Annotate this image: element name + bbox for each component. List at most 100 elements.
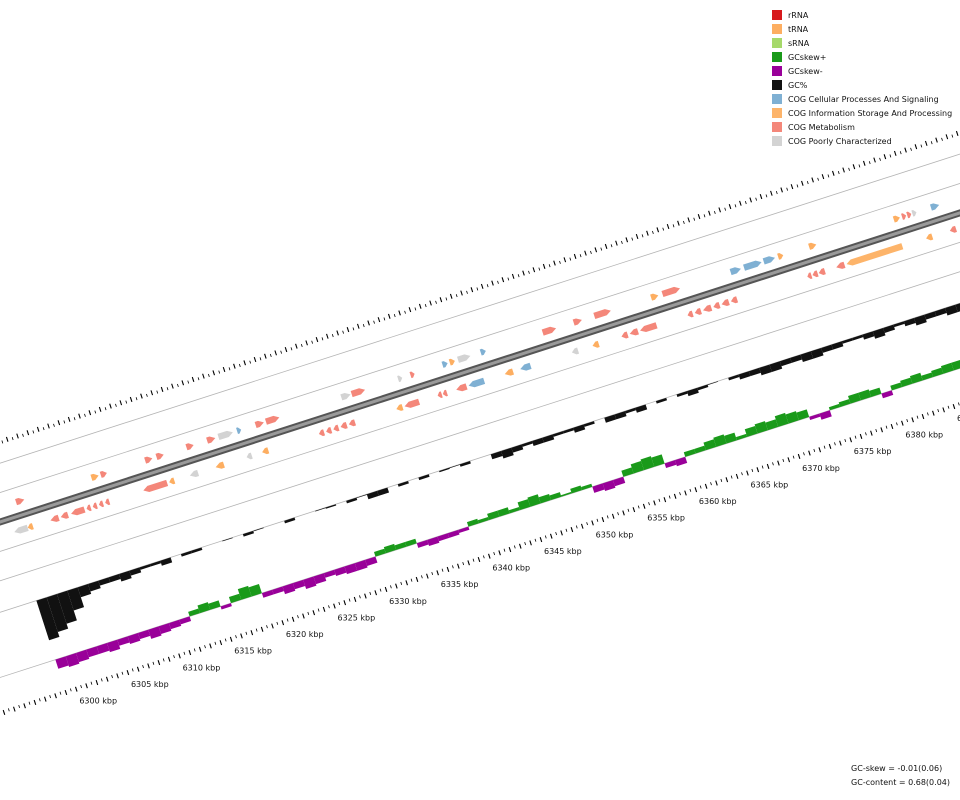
gene-arrow (520, 362, 532, 371)
ruler-tick-top (837, 171, 840, 175)
ruler-tick-bottom (653, 500, 656, 506)
gc-content-bar (439, 467, 450, 473)
ruler-tick-top (466, 290, 468, 294)
ruler-tick-bottom (673, 493, 677, 499)
ruler-tick-bottom (730, 475, 733, 479)
gc-skew-bar (940, 362, 954, 374)
gc-content-bar (511, 444, 524, 453)
gc-content-bar (790, 354, 803, 363)
ruler-tick-bottom (364, 593, 367, 599)
ruler-tick-bottom (307, 611, 310, 615)
ruler-tick-bottom (534, 538, 537, 542)
ruler-tick-bottom (818, 447, 822, 453)
ruler-tick-top (460, 290, 463, 296)
gc-skew-bar (487, 510, 500, 521)
ruler-tick-top (393, 314, 396, 318)
ruler-tick-top (677, 220, 680, 226)
ruler-tick-top (683, 220, 685, 225)
ruler-tick-top (862, 160, 866, 166)
ruler-tick-bottom (952, 403, 956, 410)
gc-skew-bar (809, 413, 821, 420)
ruler-tick-top (424, 304, 427, 308)
ruler-tick-bottom (462, 561, 465, 566)
gc-skew-bar (313, 573, 327, 585)
ruler-tick-top (708, 210, 711, 216)
ruler-tick-bottom (586, 522, 588, 526)
gene-arrow (448, 358, 455, 366)
position-ruler (1, 130, 960, 715)
ruler-tick-bottom (513, 545, 516, 549)
gc-content-bar (914, 314, 927, 326)
ruler-tick-top (32, 430, 35, 434)
ruler-tick-top (656, 227, 660, 233)
ruler-tick-top (920, 144, 923, 148)
gc-skew-bar (282, 583, 296, 595)
position-label: 6365 kbp (751, 480, 789, 489)
gene-arrow (901, 213, 907, 220)
ruler-tick-bottom (617, 512, 619, 516)
ruler-tick-bottom (224, 638, 227, 642)
gc-skew-bar (458, 526, 470, 534)
gc-skew-bar (383, 543, 397, 554)
gene-arrow (808, 242, 817, 250)
gene-arrow (442, 389, 448, 397)
ruler-tick-bottom (663, 497, 667, 503)
ruler-tick-bottom (395, 583, 398, 589)
ruler-tick-bottom (518, 543, 522, 549)
ruler-tick-bottom (204, 645, 206, 649)
ruler-tick-bottom (126, 669, 130, 676)
position-label: 6370 kbp (802, 464, 840, 473)
gc-skew-bar (765, 419, 779, 431)
ruler-tick-bottom (18, 704, 21, 709)
ruler-tick-bottom (343, 600, 347, 606)
ruler-tick-top (744, 200, 747, 205)
gc-skew-bar (538, 493, 552, 504)
gc-skew-bar (96, 643, 110, 654)
gc-content-bar (624, 407, 637, 414)
ruler-tick-top (408, 307, 412, 313)
gc-content-bar (655, 397, 668, 404)
ruler-tick-bottom (932, 410, 935, 416)
gene-arrow (215, 461, 225, 469)
ruler-tick-top (373, 320, 375, 324)
ruler-tick-top (22, 433, 24, 437)
gene-arrow (572, 318, 582, 326)
ruler-tick-top (249, 360, 252, 364)
ruler-tick-bottom (555, 532, 557, 536)
ruler-tick-top (507, 277, 510, 281)
ruler-tick-top (951, 134, 954, 138)
ruler-tick-top (208, 373, 210, 377)
ruler-tick-top (553, 260, 556, 266)
gc-skew-bar (373, 548, 386, 557)
ruler-tick-bottom (498, 550, 501, 556)
gc-skew-bar (137, 629, 151, 640)
gene-arrow (437, 391, 443, 399)
gene-arrow (694, 307, 702, 315)
ruler-tick-top (160, 386, 164, 392)
gc-content-bar (955, 303, 960, 313)
gc-skew-bar (508, 506, 521, 514)
gc-content-bar (139, 564, 151, 570)
gene-arrow (468, 377, 486, 388)
gc-content-bar (862, 331, 875, 340)
ruler-tick-top (352, 327, 355, 331)
gene-arrow (892, 215, 900, 223)
gc-skew-bar (65, 653, 80, 667)
ruler-tick-top (924, 140, 928, 146)
gc-content-bar (77, 584, 92, 598)
ruler-tick-top (935, 137, 938, 143)
ruler-tick-bottom (69, 688, 72, 692)
ruler-tick-top (858, 164, 861, 168)
ruler-tick-top (300, 343, 303, 348)
ruler-tick-top (517, 274, 520, 278)
ruler-tick-bottom (756, 467, 760, 473)
ruler-tick-top (315, 337, 319, 343)
ruler-tick-top (930, 141, 933, 145)
ruler-tick-top (697, 213, 701, 220)
position-label: 6315 kbp (234, 647, 272, 656)
ruler-tick-top (156, 390, 159, 394)
sequence-stats: GC-skew = -0.01(0.06) GC-content = 0.68(… (851, 762, 950, 790)
ruler-tick-bottom (797, 453, 801, 459)
ruler-tick-top (615, 240, 618, 246)
ruler-tick-bottom (596, 518, 599, 522)
